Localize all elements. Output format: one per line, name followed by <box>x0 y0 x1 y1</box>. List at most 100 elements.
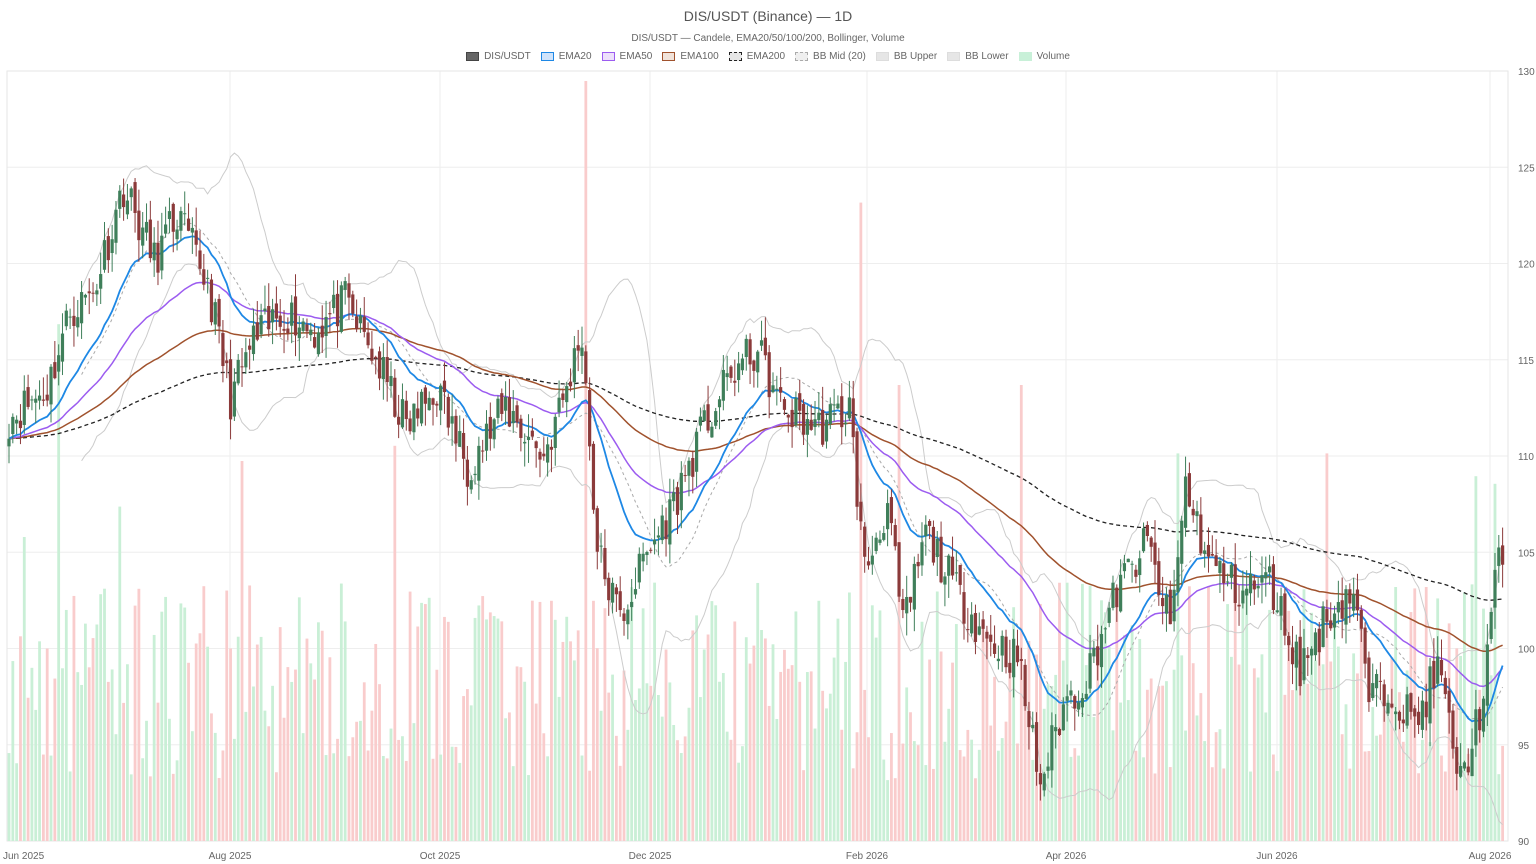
candle <box>542 437 546 461</box>
candle-body <box>125 200 130 215</box>
candle-body <box>1287 635 1291 646</box>
volume-bar <box>771 644 775 841</box>
legend-item[interactable]: BB Lower <box>947 51 1009 62</box>
candle <box>901 588 905 619</box>
candle-body <box>538 451 542 460</box>
candle <box>1077 690 1081 717</box>
candle <box>1466 748 1470 776</box>
volume-bar <box>145 720 148 841</box>
candle <box>297 316 301 362</box>
candle <box>1321 601 1325 648</box>
candle <box>1447 678 1451 734</box>
volume-bar <box>901 743 905 841</box>
candle <box>1401 704 1405 733</box>
volume-bar <box>637 688 641 841</box>
candle-body <box>442 380 447 393</box>
volume-bar <box>240 461 244 841</box>
candle-body <box>473 473 477 476</box>
volume-bar <box>76 672 80 841</box>
candle <box>1413 704 1417 738</box>
candle <box>251 308 256 361</box>
candle-body <box>152 242 156 261</box>
candle-body <box>496 398 500 418</box>
volume-bar <box>691 630 695 841</box>
candle-body <box>515 405 519 423</box>
candle <box>637 547 641 589</box>
candle-body <box>1424 701 1428 718</box>
candle <box>1298 620 1302 696</box>
candle-body <box>469 480 473 490</box>
volume-bar <box>683 736 687 841</box>
candle-body <box>1321 606 1325 648</box>
candle-body <box>668 499 672 545</box>
candle-body <box>1012 638 1016 678</box>
volume-bar <box>278 627 282 841</box>
candle-body <box>118 190 122 209</box>
volume-bar <box>1195 715 1199 841</box>
candle-body <box>698 416 703 426</box>
candle-body <box>1378 680 1382 682</box>
candle-body <box>717 399 722 408</box>
candle-body <box>99 274 103 289</box>
legend-item[interactable]: DIS/USDT <box>466 51 531 62</box>
volume-bar <box>446 621 450 841</box>
legend-item[interactable]: BB Upper <box>875 51 937 62</box>
volume-bar <box>618 765 622 841</box>
candle <box>232 368 236 421</box>
volume-bar <box>962 756 966 841</box>
candle <box>1489 607 1493 644</box>
candle-body <box>572 348 576 383</box>
legend-item[interactable]: EMA20 <box>540 51 592 62</box>
candle-body <box>26 387 30 407</box>
candle-body <box>347 283 351 298</box>
volume-bar <box>534 703 538 841</box>
candle <box>301 318 305 334</box>
candle-body <box>137 210 141 241</box>
volume-bar <box>928 659 932 841</box>
candle <box>855 427 859 521</box>
candle <box>1096 624 1100 681</box>
candle <box>630 578 634 621</box>
candle <box>1378 662 1382 700</box>
volume-bar <box>805 672 809 841</box>
candle <box>847 380 851 422</box>
candle-body <box>847 397 851 419</box>
volume-bar <box>966 729 970 841</box>
legend-item[interactable]: Volume <box>1018 51 1070 62</box>
candle <box>79 280 84 339</box>
candle-body <box>301 321 305 331</box>
volume-bar <box>1107 646 1111 841</box>
legend-item[interactable]: EMA200 <box>728 51 785 62</box>
candle <box>1000 630 1004 672</box>
candle <box>882 525 886 542</box>
candle <box>668 478 672 564</box>
x-axis: Jun 2025 Aug 2025 Oct 2025 Dec 2025 Feb 2026… <box>3 851 1512 862</box>
candle-body <box>832 404 836 406</box>
x-tick-label: Jun 2025 <box>3 851 45 862</box>
candle-body <box>1038 773 1042 785</box>
candle <box>748 333 752 385</box>
chart-legend: DIS/USDT EMA20 EMA50 EMA100 EMA200 BB Mid (20… <box>0 51 1536 62</box>
candle-body <box>1413 708 1417 717</box>
chart-subtitle: DIS/USDT — Candele, EMA20/50/100/200, Bo… <box>631 33 905 44</box>
candle-body <box>286 328 290 334</box>
candle-body <box>1336 602 1340 613</box>
volume-bar <box>653 582 656 841</box>
volume-bar <box>1054 674 1058 841</box>
y-axis: 130 125 120 115 110 105 100 95 90 <box>1518 67 1535 848</box>
candle <box>1371 663 1375 701</box>
candle-body <box>1183 476 1188 528</box>
volume-bar <box>492 616 496 841</box>
candle-body <box>1084 693 1088 699</box>
volume-bar <box>49 755 53 841</box>
candle <box>125 183 130 220</box>
volume-bar <box>106 681 110 841</box>
legend-item[interactable]: EMA100 <box>662 51 719 62</box>
legend-item[interactable]: BB Mid (20) <box>795 51 866 62</box>
candle-body <box>771 385 775 393</box>
volume-bar <box>1325 453 1329 841</box>
candle <box>771 372 775 394</box>
legend-item[interactable]: EMA50 <box>601 51 652 62</box>
volume-bar <box>103 588 106 841</box>
